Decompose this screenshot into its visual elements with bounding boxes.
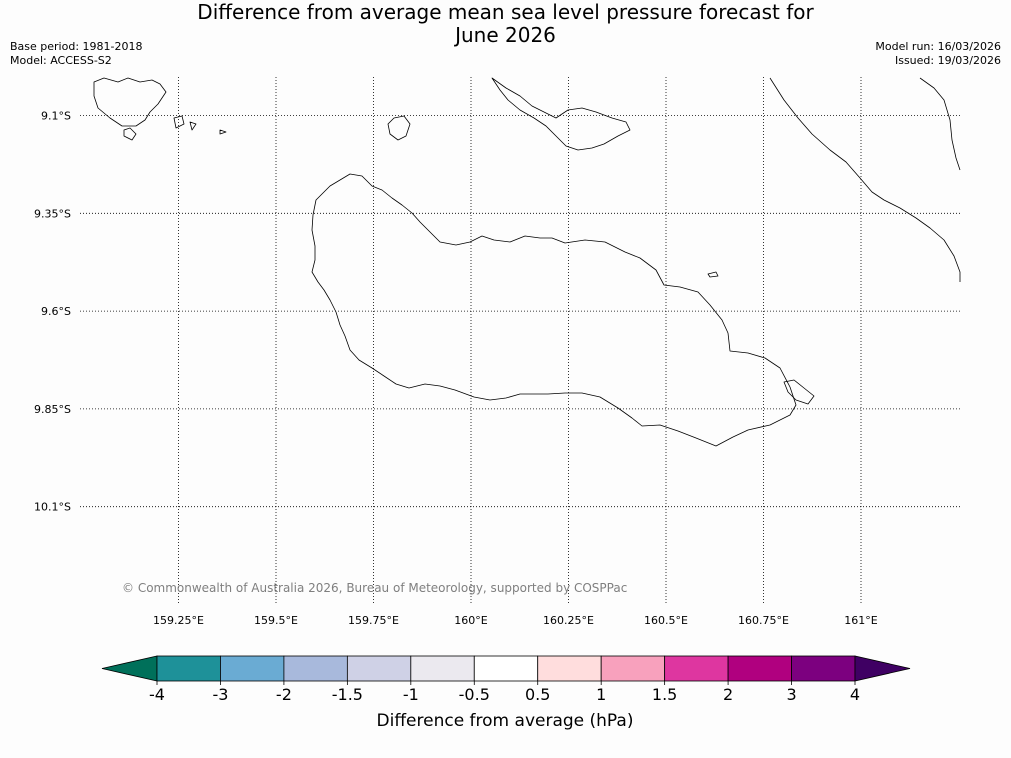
colorbar-segment (410, 655, 475, 682)
colorbar-tick-label: -2 (276, 685, 292, 704)
colorbar-segment (727, 655, 792, 682)
colorbar-over-arrow (854, 655, 911, 682)
title-line-1: Difference from average mean sea level p… (197, 0, 814, 24)
colorbar-tick-label: -1.5 (332, 685, 363, 704)
latitude-labels: 9.1°S 9.35°S 9.6°S 9.85°S 10.1°S (34, 110, 71, 514)
graticule (80, 77, 960, 604)
coastlines (93, 77, 961, 447)
colorbar-segment (346, 655, 412, 682)
longitude-label: 160.5°E (644, 614, 688, 627)
colorbar-segment (537, 655, 602, 682)
longitude-label: 159.75°E (348, 614, 399, 627)
colorbar-tick-label: -1 (403, 685, 419, 704)
colorbar-tick-label: -3 (212, 685, 228, 704)
longitude-labels: 159.25°E 159.5°E 159.75°E 160°E 160.25°E 160.… (153, 614, 878, 627)
colorbar-tick-label: 0.5 (525, 685, 550, 704)
coastline-small-isle (387, 115, 411, 141)
colorbar-segment (220, 655, 285, 682)
coastline-east-islets (783, 379, 815, 405)
colorbar: -4 -3 -2 -1.5 -1 -0.5 0.5 1 1.5 2 3 4 (101, 655, 911, 704)
chart-title: Difference from average mean sea level p… (0, 1, 1011, 47)
colorbar-segment (600, 655, 666, 682)
colorbar-tick-label: -4 (149, 685, 165, 704)
model-run-text: Model run: 16/03/2026 (875, 40, 1001, 53)
base-period-text: Base period: 1981-2018 (10, 40, 143, 53)
copyright-text: © Commonwealth of Australia 2026, Bureau… (122, 581, 627, 595)
longitude-label: 161°E (844, 614, 877, 627)
longitude-label: 160.75°E (738, 614, 789, 627)
colorbar-segment (791, 655, 856, 682)
issued-text: Issued: 19/03/2026 (894, 54, 1001, 67)
colorbar-tick-label: 3 (786, 685, 796, 704)
coastline-main-island (311, 173, 797, 447)
meta-right: Model run: 16/03/2026 Issued: 19/03/2026 (875, 40, 1001, 68)
latitude-label: 9.1°S (41, 110, 71, 123)
latitude-label: 9.35°S (34, 207, 71, 220)
coastline-islet (707, 271, 719, 278)
colorbar-segment (156, 655, 221, 682)
longitude-label: 160°E (454, 614, 487, 627)
latitude-label: 9.6°S (41, 305, 71, 318)
colorbar-tick-label: 1.5 (652, 685, 677, 704)
colorbar-tick-label: -0.5 (459, 685, 490, 704)
latitude-label: 10.1°S (34, 501, 71, 514)
coastline-north-east (769, 77, 961, 282)
model-text: Model: ACCESS-S2 (10, 54, 112, 67)
coastline-north-west (93, 77, 227, 141)
colorbar-tick-label: 1 (596, 685, 606, 704)
title-line-2: June 2026 (455, 23, 556, 47)
colorbar-segment (283, 655, 348, 682)
coastline-north-center (491, 77, 631, 151)
longitude-label: 160.25°E (543, 614, 594, 627)
colorbar-title: Difference from average (hPa) (377, 711, 634, 731)
colorbar-under-arrow (101, 655, 158, 682)
colorbar-segment (473, 655, 539, 682)
meta-left: Base period: 1981-2018 Model: ACCESS-S2 (10, 40, 142, 68)
longitude-label: 159.5°E (254, 614, 298, 627)
colorbar-segment (664, 655, 729, 682)
latitude-label: 9.85°S (34, 403, 71, 416)
colorbar-tick-label: 2 (723, 685, 733, 704)
longitude-label: 159.25°E (153, 614, 204, 627)
colorbar-tick-label: 4 (850, 685, 860, 704)
